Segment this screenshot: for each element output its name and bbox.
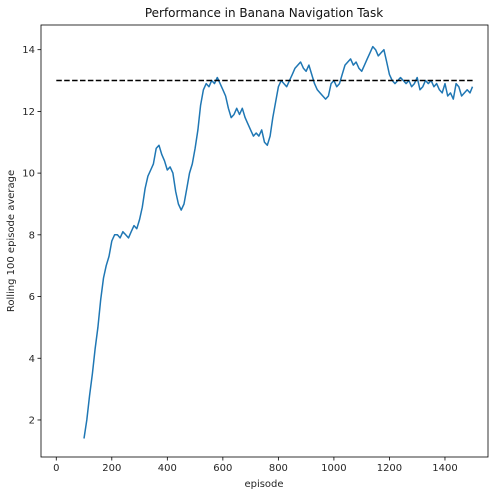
x-tick-label: 0 — [53, 463, 59, 474]
x-tick-label: 800 — [269, 463, 288, 474]
y-tick-label: 2 — [29, 415, 35, 426]
y-tick-label: 8 — [29, 230, 35, 241]
y-axis-label: Rolling 100 episode average — [6, 170, 17, 312]
plot-area — [56, 45, 474, 439]
x-tick-label: 1200 — [377, 463, 402, 474]
x-tick-label: 400 — [158, 463, 177, 474]
x-tick-label: 1400 — [432, 463, 457, 474]
y-tick-label: 10 — [22, 169, 35, 180]
y-tick-label: 4 — [29, 354, 35, 365]
x-tick-label: 200 — [102, 463, 121, 474]
x-tick-label: 1000 — [321, 463, 346, 474]
rolling-average-line — [83, 45, 474, 439]
y-tick-label: 12 — [22, 107, 35, 118]
x-axis-label: episode — [244, 479, 283, 490]
axes-frame — [40, 24, 489, 458]
axes: 0 200 400 600 800 1000 1200 1400 2 4 6 8 10 12 14 — [22, 24, 489, 474]
chart-title: Performance in Banana Navigation Task — [145, 6, 383, 20]
x-tick-label: 600 — [213, 463, 232, 474]
y-tick-label: 14 — [22, 45, 35, 56]
y-tick-label: 6 — [29, 292, 35, 303]
